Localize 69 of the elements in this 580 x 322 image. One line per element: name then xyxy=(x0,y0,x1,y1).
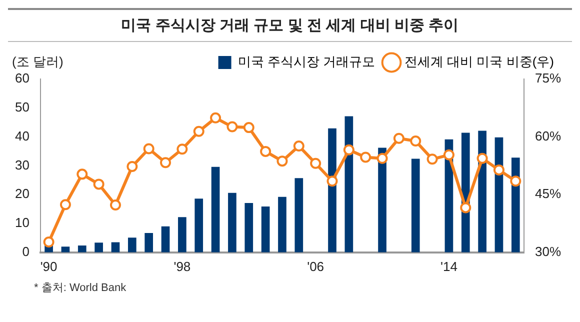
bar xyxy=(261,206,270,252)
bar xyxy=(111,242,120,252)
y-axis-title: (조 달러) xyxy=(12,54,64,70)
point xyxy=(126,160,138,172)
point xyxy=(343,144,354,156)
point xyxy=(76,168,88,180)
y-tick-label: 10 xyxy=(14,215,30,230)
point xyxy=(376,152,388,164)
y-tick-label: 0 xyxy=(22,244,30,259)
chart-title: 미국 주식시장 거래 규모 및 전 세계 대비 비중 추이 xyxy=(8,8,572,42)
bar xyxy=(144,233,154,252)
bar xyxy=(378,148,386,252)
point xyxy=(393,132,404,144)
bar xyxy=(511,158,520,252)
bar xyxy=(244,202,254,252)
point xyxy=(210,112,222,124)
point xyxy=(60,199,71,210)
point xyxy=(276,156,288,167)
y-tick-label: 60 xyxy=(14,70,30,86)
bar xyxy=(294,178,304,252)
text: * 출처: World Bank xyxy=(33,281,128,295)
point xyxy=(460,202,472,214)
point xyxy=(426,154,438,165)
y2-tick-label: 45% xyxy=(534,186,562,202)
point xyxy=(443,149,454,160)
y2-tick-label: 30% xyxy=(534,244,562,259)
point xyxy=(110,200,121,211)
y-tick-label: 30 xyxy=(14,157,30,172)
point xyxy=(226,121,238,132)
bar xyxy=(78,245,86,252)
point xyxy=(243,122,254,134)
point xyxy=(326,176,338,187)
y-tick-label: 20 xyxy=(14,186,30,202)
point xyxy=(510,176,522,187)
point xyxy=(410,136,422,147)
point xyxy=(360,152,372,163)
point xyxy=(93,178,104,190)
point xyxy=(260,146,272,157)
x-tick-label: '98 xyxy=(174,258,191,274)
y2-tick-label: 75% xyxy=(534,70,562,86)
bar xyxy=(211,166,220,252)
bar xyxy=(411,158,420,252)
point xyxy=(176,144,188,155)
point xyxy=(493,164,504,176)
y2-tick-label: 60% xyxy=(534,128,562,144)
x-tick-label: '06 xyxy=(307,258,324,274)
bar xyxy=(344,116,354,252)
point xyxy=(476,152,488,164)
point xyxy=(160,157,172,168)
point xyxy=(293,140,304,152)
point xyxy=(193,126,204,137)
bar xyxy=(128,238,136,252)
point xyxy=(43,236,54,248)
bar xyxy=(278,196,286,252)
legend-label: 미국 주식시장 거래규모 xyxy=(238,54,376,70)
bar xyxy=(328,128,336,252)
bar xyxy=(178,217,186,252)
bar xyxy=(61,246,70,252)
x-tick-label: '90 xyxy=(40,258,58,274)
legend-label: 전세계 대비 미국 비중(우) xyxy=(404,54,554,70)
bar xyxy=(194,198,204,252)
x-tick-label: '14 xyxy=(440,258,458,274)
point xyxy=(310,158,322,169)
y-tick-label: 50 xyxy=(14,99,30,114)
y-tick-label: 40 xyxy=(14,128,30,144)
bar xyxy=(161,226,170,252)
bar xyxy=(94,242,103,252)
bar xyxy=(228,192,236,252)
point xyxy=(143,143,154,154)
